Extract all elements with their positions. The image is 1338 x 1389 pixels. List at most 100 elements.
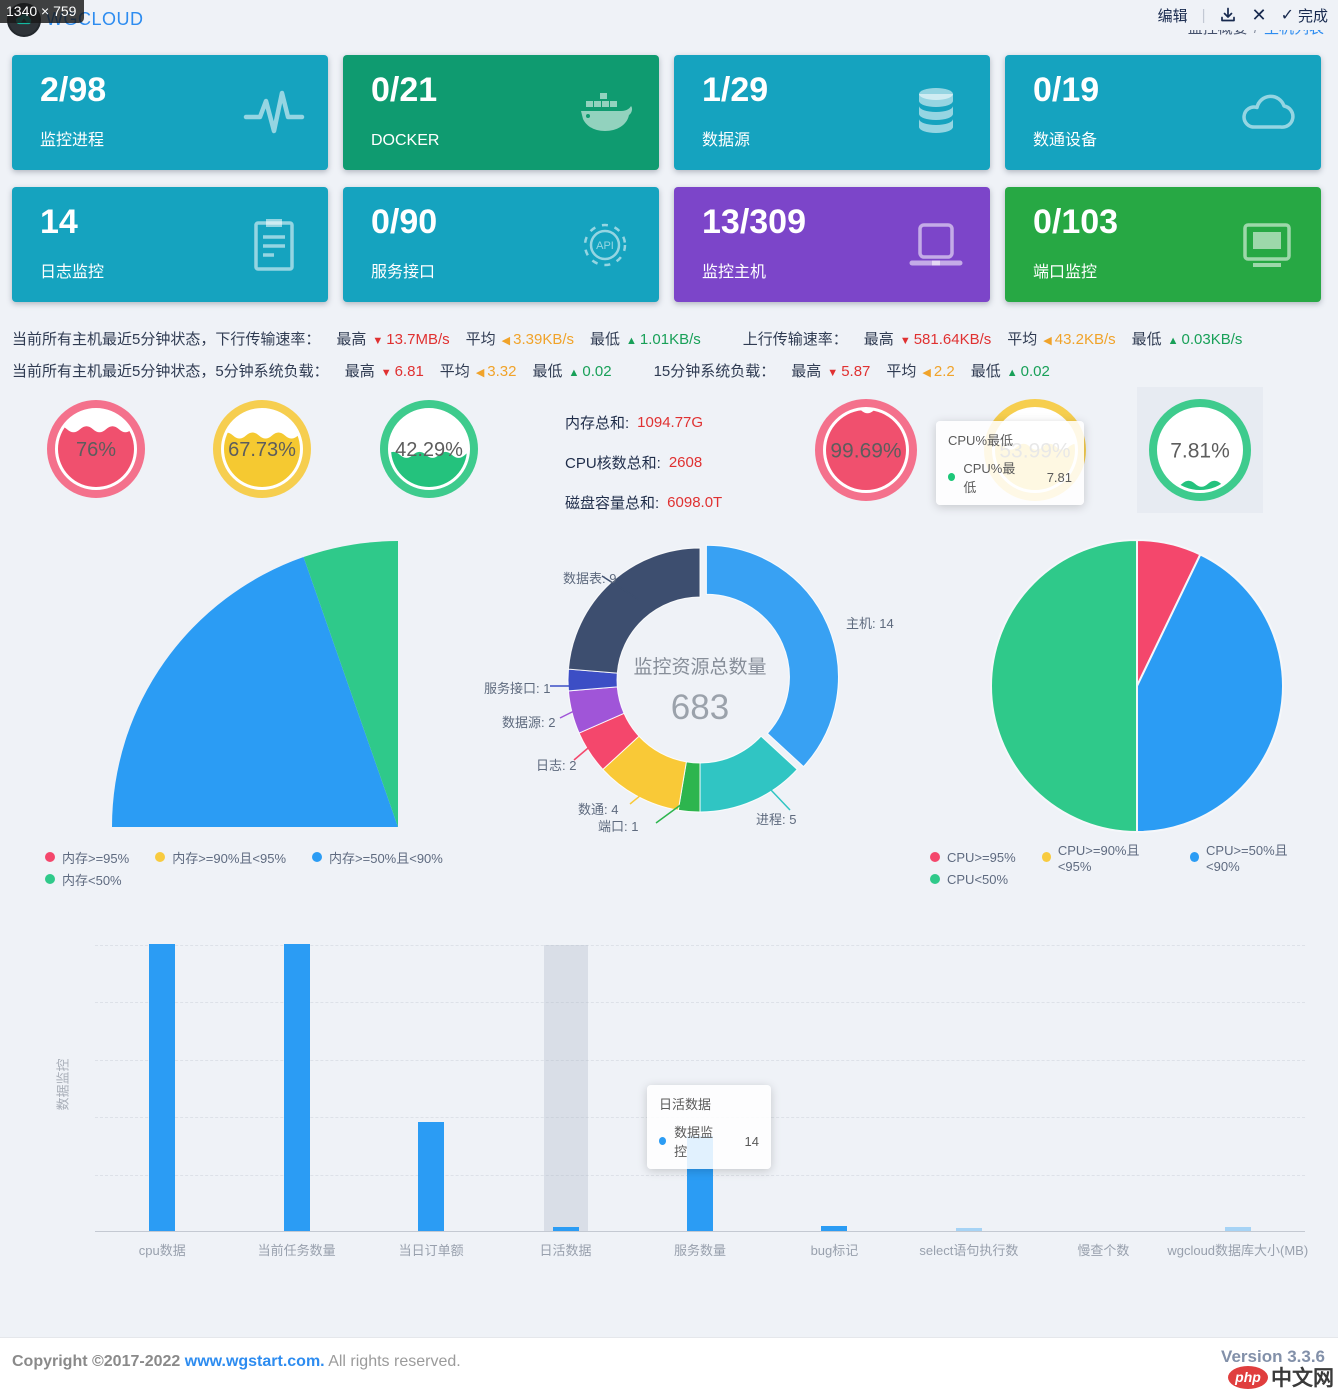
- liquid-gauge-99.69%[interactable]: 99.69%: [814, 398, 918, 507]
- metric-value: 3.39KB/s: [513, 330, 574, 348]
- liquid-gauge-7.81%[interactable]: 7.81%: [1148, 398, 1252, 507]
- liquid-gauge-42.29%[interactable]: 42.29%: [379, 399, 479, 504]
- trend-arrow-icon: ▼: [372, 334, 384, 347]
- bar-当前任务数量[interactable]: [283, 944, 310, 1231]
- stat-card-5[interactable]: 0/90 服务接口 API: [343, 187, 659, 302]
- cpu-usage-pie-chart: [990, 539, 1284, 833]
- tooltip-title: CPU%最低: [948, 433, 1014, 448]
- metric-平均: 平均 ◀ 43.2KB/s: [991, 328, 1115, 349]
- liquid-gauge-67.73%[interactable]: 67.73%: [212, 399, 312, 504]
- cloud-icon: [1235, 81, 1299, 145]
- stat-card-0[interactable]: 2/98 监控进程: [12, 55, 328, 170]
- download-icon: [1221, 7, 1236, 22]
- bar-日活数据[interactable]: [552, 1227, 579, 1231]
- bar-当日订单额[interactable]: [418, 1122, 445, 1231]
- liquid-gauge-76%[interactable]: 76%: [46, 399, 146, 504]
- donut-label-数据源: 数据源: 2: [502, 715, 556, 730]
- status-lead-2: 15分钟系统负载：: [653, 362, 776, 380]
- card-value: 1/29: [702, 71, 769, 109]
- category-label-cpu数据: cpu数据: [138, 1243, 186, 1258]
- bar-bug标记[interactable]: [821, 1226, 848, 1231]
- gridline: [95, 1060, 1305, 1061]
- metric-label: 最低: [532, 362, 563, 380]
- legend-item-CPU<50%[interactable]: CPU<50%: [930, 872, 1008, 887]
- bar-wgcloud数据库大小(MB)[interactable]: [1224, 1227, 1251, 1231]
- wgstart-link[interactable]: www.wgstart.com.: [184, 1353, 325, 1370]
- donut-label-数据表: 数据表: 9: [563, 571, 617, 586]
- metric-最低: 最低 ▲ 0.02: [955, 360, 1050, 381]
- metric-label: 最高: [791, 362, 822, 380]
- legend-label: 内存>=90%且<95%: [172, 850, 287, 866]
- bar-cpu数据[interactable]: [149, 944, 176, 1231]
- cpu-legend: CPU>=95% CPU>=90%且<95% CPU>=50%且<90% CPU<50…: [930, 843, 1338, 890]
- status-row-0: 当前所有主机最近5分钟状态，下行传输速率： 最高 ▼ 13.7MB/s 平均 ◀ 3.39K…: [12, 322, 1242, 354]
- stat-card-4[interactable]: 14 日志监控: [12, 187, 328, 302]
- category-label-当日订单额: 当日订单额: [398, 1243, 464, 1258]
- svg-text:99.69%: 99.69%: [830, 439, 901, 462]
- donut-label-端口: 端口: 1: [598, 819, 639, 834]
- donut-slice-数据表[interactable]: [567, 547, 701, 674]
- donut-title: 监控资源总数量: [633, 657, 767, 678]
- version-label: Version 3.3.6: [1221, 1347, 1325, 1366]
- legend-item-内存<50%[interactable]: 内存<50%: [45, 870, 122, 889]
- legend-item-CPU>=50%且<90%[interactable]: CPU>=50%且<90%: [1189, 840, 1312, 874]
- category-label-服务数量: 服务数量: [673, 1243, 726, 1258]
- trend-arrow-icon: ◀: [501, 334, 511, 347]
- tooltip-row: CPU%最低 7.81: [948, 458, 1072, 496]
- donut-label-主机: 主机: 14: [846, 616, 894, 631]
- total-value: 1094.77G: [637, 413, 704, 431]
- legend-dot-icon: [930, 874, 940, 884]
- pie-slice[interactable]: [303, 541, 398, 827]
- legend-item-CPU>=95%[interactable]: CPU>=95%: [930, 850, 1016, 865]
- pie-slice[interactable]: [990, 539, 1138, 833]
- donut-slice-主机[interactable]: [705, 544, 839, 768]
- legend-item-内存>=95%[interactable]: 内存>=95%: [45, 848, 129, 867]
- close-icon[interactable]: ✕: [1251, 4, 1267, 25]
- metric-label: 平均: [886, 362, 917, 380]
- card-label: 端口监控: [1033, 264, 1098, 281]
- docker-icon: [573, 81, 637, 145]
- stat-card-3[interactable]: 0/19 数通设备: [1005, 55, 1321, 170]
- donut-center: 监控资源总数量 683: [610, 652, 790, 728]
- monitor-icon: [1235, 213, 1299, 277]
- metric-label: 最高: [344, 362, 375, 380]
- status-lead: 当前所有主机最近5分钟状态，下行传输速率：: [12, 330, 321, 348]
- bar-column-当日订单额: [364, 945, 498, 1231]
- svg-text:76%: 76%: [76, 439, 116, 461]
- donut-label-服务接口: 服务接口: 1: [484, 681, 551, 696]
- legend-label: 内存>=95%: [62, 850, 130, 866]
- pie-slice[interactable]: [112, 557, 398, 827]
- legend-label: CPU>=50%且<90%: [1206, 843, 1288, 874]
- card-label: DOCKER: [371, 132, 440, 149]
- status-lead-2: 上行传输速率：: [742, 330, 848, 348]
- legend-item-CPU>=90%且<95%[interactable]: CPU>=90%且<95%: [1041, 840, 1164, 874]
- card-value: 0/90: [371, 203, 438, 241]
- stat-card-7[interactable]: 0/103 端口监控: [1005, 187, 1321, 302]
- edit-button[interactable]: 编辑: [1157, 7, 1188, 25]
- legend-label: 内存<50%: [62, 872, 122, 888]
- donut-svg: [550, 544, 839, 824]
- bar-select语句执行数[interactable]: [955, 1228, 982, 1231]
- metric-value: 6.81: [394, 362, 424, 380]
- trend-arrow-icon: ◀: [475, 366, 485, 379]
- metric-label: 平均: [1007, 330, 1038, 348]
- legend-item-内存>=90%且<95%[interactable]: 内存>=90%且<95%: [155, 848, 286, 867]
- metric-value: 0.03KB/s: [1181, 330, 1243, 348]
- metric-最低: 最低 ▲ 0.03KB/s: [1116, 328, 1243, 349]
- total-label: 磁盘容量总和:: [565, 494, 660, 512]
- legend-dot-icon: [45, 852, 55, 862]
- stat-card-6[interactable]: 13/309 监控主机: [674, 187, 990, 302]
- download-button[interactable]: [1219, 6, 1237, 24]
- stat-cards-grid: 2/98 监控进程 0/21 DOCKER 1/29 数据源 0/19 数通设备 14 日志监控 0…: [12, 55, 1321, 302]
- pie-slice[interactable]: [1136, 553, 1284, 833]
- stat-card-2[interactable]: 1/29 数据源: [674, 55, 990, 170]
- series-dot: [948, 473, 956, 481]
- metric-value: 0.02: [1020, 362, 1050, 380]
- metric-value: 5.87: [841, 362, 871, 380]
- done-button[interactable]: ✓ 完成: [1281, 5, 1328, 26]
- trend-arrow-icon: ▲: [568, 366, 580, 379]
- legend-item-内存>=50%且<90%[interactable]: 内存>=50%且<90%: [312, 848, 443, 867]
- stat-card-1[interactable]: 0/21 DOCKER: [343, 55, 659, 170]
- svg-text:67.73%: 67.73%: [228, 439, 296, 461]
- screenshot-size-badge: 1340 × 759: [0, 0, 85, 23]
